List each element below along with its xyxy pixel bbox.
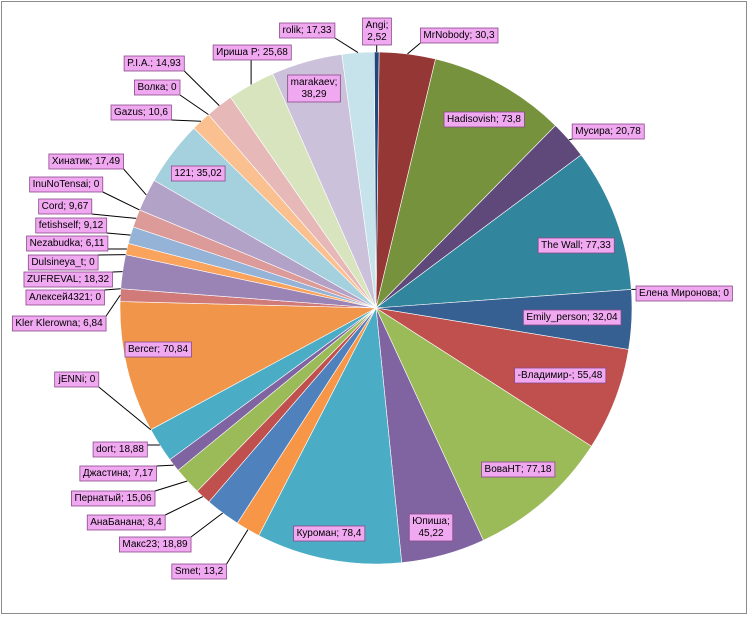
leader-line-волка [179,94,209,115]
leader-line-gazus [171,119,202,122]
data-label-mrnobody: MrNobody; 30,3 [420,27,499,44]
data-label-cord: Cord; 9,67 [38,198,93,215]
data-label-ириша-р: Ириша Р; 25,68 [212,44,292,61]
data-label-jenni: jENNi; 0 [54,371,100,388]
data-label-angi: Angi; 2,52 [362,17,392,46]
svg-text:-Владимир-; 55,48: -Владимир-; 55,48 [518,370,603,381]
svg-text:marakaev;38,29: marakaev; 38,29 [291,77,338,100]
data-label-dulsineya-t: Dulsineya_t; 0 [27,254,99,271]
svg-text:InuNoTensai; 0: InuNoTensai; 0 [33,179,100,190]
data-label-анабанана: АнаБанана; 8,4 [86,514,166,531]
svg-text:Джастина; 7,17: Джастина; 7,17 [83,468,154,479]
svg-text:Хинатик; 17,49: Хинатик; 17,49 [52,156,121,167]
data-label-bercer: Bercer; 70,84 [124,341,192,358]
pie-slice-bercer [119,301,378,431]
leader-line-jenni [98,386,152,431]
pie-slice-вовант [375,307,592,541]
data-label-gazus: Gazus; 10,6 [110,104,172,121]
data-label-p-i-a: P.I.A.; 14,93 [123,55,185,72]
svg-text:Emily_person; 32,04: Emily_person; 32,04 [526,312,618,323]
svg-text:Angi;2,52: Angi; 2,52 [366,20,389,43]
svg-text:Куроман; 78,4: Куроман; 78,4 [297,528,362,539]
svg-text:Мусира; 20,78: Мусира; 20,78 [575,126,641,137]
svg-text:dort; 18,88: dort; 18,88 [96,444,144,455]
leader-line-алексей4321 [104,288,121,291]
data-label-алексей4321: Алексей4321; 0 [25,289,105,306]
pie-slice-куроман [258,306,403,565]
data-label-nezabudka: Nezabudka; 6,11 [26,235,109,252]
leader-line-джастина [156,464,174,467]
leader-line-cord [91,213,137,219]
leader-line-пернатый [154,480,188,492]
data-label-куроман: Куроман; 78,4 [293,525,366,542]
leader-line-inunotensai [102,191,140,211]
leader-line-smet [226,529,249,565]
svg-text:Gazus; 10,6: Gazus; 10,6 [114,107,168,118]
pie-slice-the-wall [374,154,632,309]
data-label-мусира: Мусира; 20,78 [571,123,645,140]
svg-text:Ириша Р; 25,68: Ириша Р; 25,68 [216,47,288,58]
svg-text:Елена Миронова; 0: Елена Миронова; 0 [639,288,729,299]
data-label-inunotensai: InuNoTensai; 0 [29,176,104,193]
svg-text:jENNi; 0: jENNi; 0 [58,374,96,385]
data-label-fetishself: fetishself; 9,12 [35,217,108,234]
data-label-джастина: Джастина; 7,17 [79,465,157,482]
data-label-smet: Smet; 13,2 [171,563,228,580]
svg-text:Hadisovish; 73,8: Hadisovish; 73,8 [447,114,521,125]
svg-text:Kler Klerowna; 6,84: Kler Klerowna; 6,84 [15,318,103,329]
svg-text:Bercer; 70,84: Bercer; 70,84 [128,344,188,355]
data-label-rolik: rolik; 17,33 [279,22,336,39]
svg-text:MrNobody; 30,3: MrNobody; 30,3 [423,30,495,41]
data-label-zufreval: ZUFREVAL; 18,32 [23,271,113,288]
leader-line-mrnobody [407,42,421,55]
data-label-вовант: ВоваНТ; 77,18 [481,461,556,478]
svg-text:ВоваНТ; 77,18: ВоваНТ; 77,18 [485,464,552,475]
data-label-dort: dort; 18,88 [92,441,148,458]
svg-text:Пернатый; 15,06: Пернатый; 15,06 [74,493,152,504]
data-label-121: 121; 35,02 [170,165,226,182]
leader-line-kler-klerowna [105,294,121,317]
data-label-hadisovish: Hadisovish; 73,8 [443,111,525,128]
svg-text:Волка; 0: Волка; 0 [137,82,177,93]
data-label-marakaev: marakaev; 38,29 [287,74,341,103]
svg-text:fetishself; 9,12: fetishself; 9,12 [39,220,104,231]
leader-line-fetishself [106,232,131,236]
leader-line-p-i-a [183,70,220,106]
data-label-юпиша: Юпиша; 45,22 [408,513,454,542]
leader-line-хинатик [123,168,147,196]
pie-slice-angi [374,51,380,309]
data-label-the-wall: The Wall; 77,33 [537,237,615,254]
svg-text:The Wall; 77,33: The Wall; 77,33 [541,240,611,251]
svg-text:Алексей4321; 0: Алексей4321; 0 [29,292,102,303]
svg-text:АнаБанана; 8,4: АнаБанана; 8,4 [90,517,162,528]
svg-text:Smet; 13,2: Smet; 13,2 [175,566,224,577]
data-label-макс23: Макс23; 18,89 [118,536,192,553]
svg-text:rolik; 17,33: rolik; 17,33 [283,25,332,36]
leader-line-макс23 [190,512,224,538]
svg-text:Cord; 9,67: Cord; 9,67 [42,201,89,212]
leader-line-rolik [334,37,359,54]
svg-text:121; 35,02: 121; 35,02 [174,168,222,179]
svg-text:Юпиша;45,22: Юпиша; 45,22 [412,516,449,539]
data-label-волка: Волка; 0 [134,79,181,96]
svg-text:Nezabudka; 6,11: Nezabudka; 6,11 [30,238,105,249]
data-label-елена-миронова: Елена Миронова; 0 [635,285,733,302]
data-label-пернатый: Пернатый; 15,06 [71,490,156,507]
data-label-emily-person: Emily_person; 32,04 [523,309,622,326]
leader-line-мусира [568,138,573,141]
leader-line-анабанана [164,496,204,516]
svg-text:Макс23; 18,89: Макс23; 18,89 [122,539,188,550]
svg-text:ZUFREVAL; 18,32: ZUFREVAL; 18,32 [27,274,110,285]
data-label-хинатик: Хинатик; 17,49 [48,153,124,170]
data-label-kler-klerowna: Kler Klerowna; 6,84 [11,315,107,332]
data-label-владимир: -Владимир-; 55,48 [514,367,607,384]
svg-text:Dulsineya_t; 0: Dulsineya_t; 0 [31,257,95,268]
svg-text:P.I.A.; 14,93: P.I.A.; 14,93 [127,58,181,69]
